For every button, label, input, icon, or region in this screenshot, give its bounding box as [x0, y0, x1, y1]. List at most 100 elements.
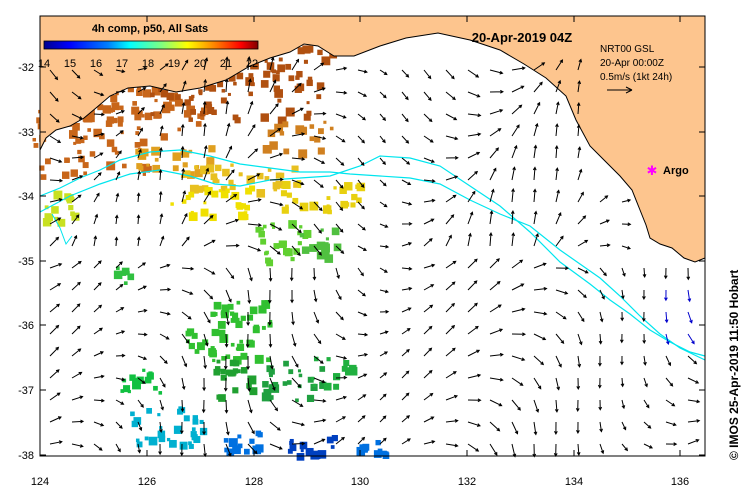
current-vector: [467, 302, 478, 313]
sst-pixel: [289, 440, 294, 445]
current-vector: [313, 438, 326, 445]
sst-pixel: [297, 184, 302, 189]
current-vector: [247, 399, 253, 414]
sst-pixel: [182, 150, 190, 158]
sst-pixel: [179, 441, 188, 450]
sst-pixel: [75, 138, 81, 144]
sst-pixel: [312, 383, 316, 388]
sst-pixel: [351, 193, 358, 201]
current-vector: [247, 223, 262, 227]
current-vector: [71, 234, 78, 247]
sst-pixel: [132, 380, 141, 390]
sst-pixel: [191, 332, 198, 339]
current-vector: [269, 377, 276, 391]
current-vector: [577, 80, 582, 93]
sst-pixel: [70, 211, 75, 216]
current-vector: [291, 441, 306, 446]
sst-pixel: [148, 371, 153, 376]
sst-pixel: [123, 385, 131, 393]
sst-pixel: [235, 202, 242, 209]
current-vector: [49, 198, 63, 203]
current-vector: [511, 283, 525, 291]
sst-pixel: [160, 89, 169, 98]
current-vector: [93, 192, 100, 203]
current-vector: [489, 399, 503, 407]
sst-pixel: [191, 427, 196, 432]
current-vector: [158, 190, 163, 203]
current-vector: [379, 267, 388, 273]
current-vector: [224, 399, 229, 414]
current-vector: [114, 236, 119, 247]
current-vector: [335, 135, 346, 143]
sst-pixel: [142, 172, 146, 176]
sst-pixel: [158, 391, 163, 395]
sst-pixel: [235, 320, 243, 329]
lon-axis: 124 126 128 130 132 134 136: [31, 476, 689, 488]
sst-pixel: [301, 126, 307, 132]
current-vector: [269, 201, 284, 207]
sst-pixel: [313, 356, 319, 362]
current-vector: [401, 286, 413, 291]
current-vector: [225, 421, 230, 436]
sst-pixel: [307, 76, 313, 82]
current-vector: [423, 416, 435, 423]
current-vector: [335, 375, 348, 380]
current-vector: [313, 62, 325, 71]
sst-pixel: [326, 357, 331, 362]
sst-pixel: [93, 128, 102, 138]
current-vector: [467, 373, 482, 379]
current-vector: [93, 351, 104, 357]
sst-pixel: [182, 162, 188, 168]
current-vector: [291, 157, 306, 161]
current-vector: [423, 198, 436, 203]
sst-pixel: [150, 92, 155, 98]
current-vector: [511, 399, 521, 411]
axis-ticks: [39, 16, 705, 456]
current-vector: [687, 377, 700, 384]
sst-pixel: [220, 97, 227, 104]
current-vector: [445, 302, 455, 313]
current-vector: [445, 347, 456, 357]
sst-pixel: [269, 319, 273, 324]
sst-pixel: [232, 114, 239, 121]
current-vector: [489, 89, 504, 94]
current-vector: [445, 234, 452, 247]
current-vector: [136, 236, 141, 247]
current-vector: [401, 69, 410, 78]
sst-pixel: [295, 75, 300, 80]
sst-pixel: [350, 202, 356, 208]
sst-pixel: [273, 85, 281, 92]
current-vector: [445, 281, 456, 291]
current-vector: [445, 91, 456, 101]
sst-pixel: [112, 117, 118, 124]
current-vector: [598, 399, 603, 411]
sst-pixel: [249, 185, 256, 192]
current-vector: [687, 311, 693, 324]
sst-pixel: [283, 148, 290, 155]
current-vector: [357, 373, 368, 379]
current-vector: [401, 201, 413, 206]
current-vector: [203, 190, 211, 203]
sst-pixel: [260, 238, 267, 245]
current-vector: [423, 263, 436, 269]
sst-pixel: [333, 186, 337, 190]
current-vector: [401, 157, 411, 165]
sst-pixel: [240, 315, 246, 321]
sst-pixel: [215, 179, 220, 184]
current-vector: [115, 192, 120, 203]
sst-pixel: [233, 81, 237, 86]
sst-pixel: [344, 202, 350, 207]
current-vector: [379, 330, 389, 335]
current-vector: [554, 145, 559, 159]
sst-pixel: [229, 184, 236, 191]
sst-pixel: [213, 303, 219, 309]
current-vector: [93, 421, 105, 427]
sst-pixel: [154, 98, 158, 103]
sst-pixel: [246, 175, 255, 184]
current-vector: [247, 56, 251, 71]
current-vector: [137, 377, 146, 385]
current-vector: [576, 102, 581, 115]
current-vector: [621, 267, 626, 277]
current-vector: [555, 289, 569, 295]
current-vector: [335, 395, 347, 401]
